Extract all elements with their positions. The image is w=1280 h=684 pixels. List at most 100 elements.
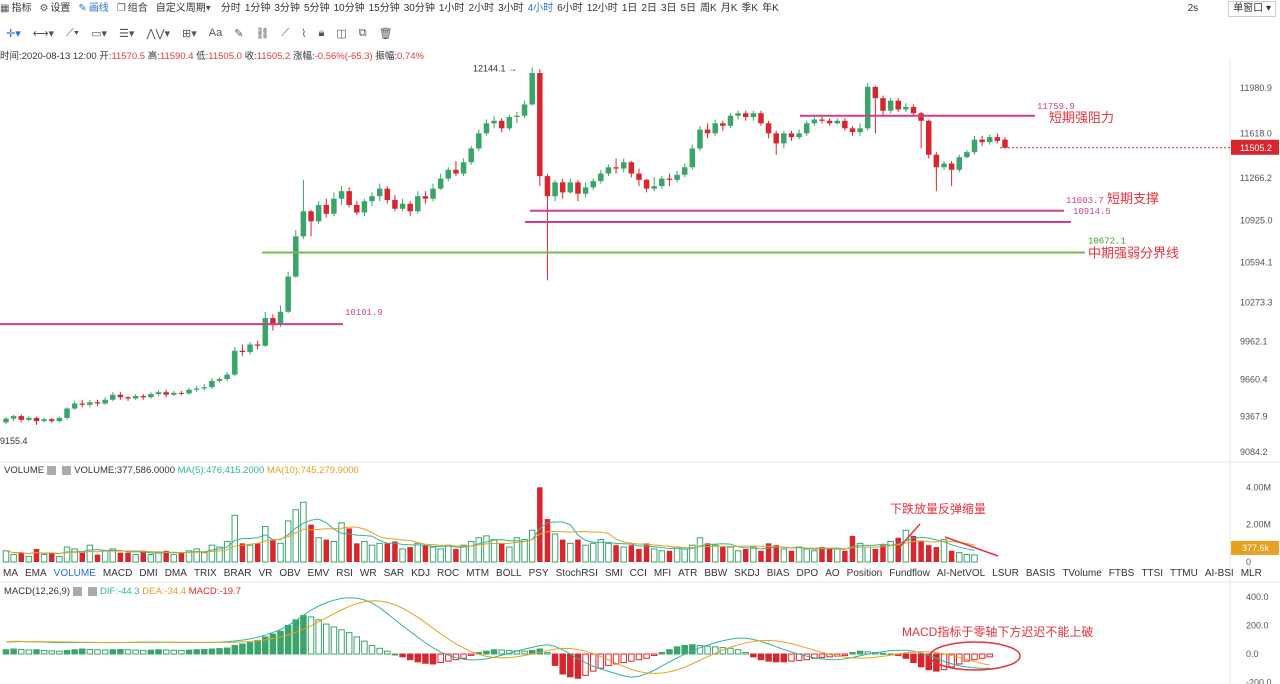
link-tool-icon[interactable]: ⛓ bbox=[255, 27, 270, 40]
indicator-tab-38[interactable]: AI-BSI bbox=[1204, 568, 1234, 579]
indicator-tab-7[interactable]: BRAR bbox=[223, 568, 252, 579]
indicator-tab-22[interactable]: MFI bbox=[653, 568, 672, 579]
period-3[interactable]: 5分钟 bbox=[303, 3, 330, 14]
period-4[interactable]: 10分钟 bbox=[333, 3, 365, 14]
indicator-tab-15[interactable]: ROC bbox=[437, 568, 460, 579]
period-5[interactable]: 15分钟 bbox=[368, 3, 400, 14]
indicator-tab-2[interactable]: VOLUME bbox=[53, 568, 96, 579]
period-19[interactable]: 季K bbox=[741, 3, 759, 14]
indicator-tab-10[interactable]: EMV bbox=[307, 568, 330, 579]
period-12[interactable]: 12小时 bbox=[586, 3, 618, 14]
period-1[interactable]: 1分钟 bbox=[244, 3, 271, 14]
indicator-tab-17[interactable]: BOLL bbox=[496, 568, 522, 579]
volume-close-icon[interactable] bbox=[62, 466, 72, 475]
volume-bar-113 bbox=[864, 546, 871, 563]
indicator-tab-9[interactable]: OBV bbox=[279, 568, 301, 579]
period-17[interactable]: 周K bbox=[700, 3, 717, 14]
volume-bar-77 bbox=[589, 542, 597, 563]
custom-period-dropdown[interactable]: 自定义周期 ▾ bbox=[156, 0, 213, 18]
period-18[interactable]: 月K bbox=[720, 3, 738, 14]
period-20[interactable]: 年K bbox=[762, 3, 779, 14]
indicator-tab-32[interactable]: LSUR bbox=[992, 568, 1019, 579]
text-tool-icon[interactable]: Aa bbox=[208, 27, 223, 39]
chevron-down-icon: ▾ bbox=[205, 3, 211, 14]
trash-icon[interactable]: 🗑︎ bbox=[378, 27, 393, 40]
period-7[interactable]: 1小时 bbox=[438, 3, 465, 14]
indicator-tab-36[interactable]: TTSI bbox=[1141, 568, 1164, 579]
brush-tool-icon[interactable]: ✎ bbox=[234, 27, 244, 40]
indicator-tab-27[interactable]: DPO bbox=[796, 568, 819, 579]
period-13[interactable]: 1日 bbox=[621, 3, 638, 14]
macd-close-icon[interactable] bbox=[88, 587, 97, 596]
refresh-interval[interactable]: 2s bbox=[1187, 3, 1199, 14]
top-right: 2s 单窗口 ▾ bbox=[1188, 0, 1276, 18]
draw-button[interactable]: ✎ 画线 bbox=[78, 0, 108, 18]
period-6[interactable]: 30分钟 bbox=[403, 3, 435, 14]
indicator-tab-37[interactable]: TTMU bbox=[1170, 568, 1198, 579]
indicator-tab-20[interactable]: SMI bbox=[604, 568, 623, 579]
indicator-tab-35[interactable]: FTBS bbox=[1108, 568, 1135, 579]
volume-bar-72 bbox=[551, 533, 559, 563]
line-tool-icon[interactable]: ⟷▾ bbox=[32, 27, 55, 40]
indicators-button[interactable]: ▦ 指标 bbox=[0, 0, 31, 18]
indicator-tab-12[interactable]: WR bbox=[359, 568, 377, 579]
magnet-tool-icon[interactable]: ⌇ bbox=[301, 27, 307, 40]
indicator-tab-34[interactable]: TVolume bbox=[1062, 568, 1102, 579]
volume-bar-94 bbox=[720, 547, 726, 562]
macd-settings-icon[interactable] bbox=[73, 587, 82, 596]
eye-tool-icon[interactable]: ◫ bbox=[336, 27, 347, 40]
period-15[interactable]: 3日 bbox=[660, 3, 677, 14]
combo-button[interactable]: ❐ 组合 bbox=[117, 0, 148, 18]
measure-tool-icon[interactable]: ⊞▾ bbox=[182, 27, 197, 40]
rectangle-tool-icon[interactable]: ▭▾ bbox=[91, 27, 108, 40]
period-2[interactable]: 3分钟 bbox=[274, 3, 300, 14]
volume-bar-36 bbox=[277, 542, 284, 563]
indicator-tab-13[interactable]: SAR bbox=[383, 568, 405, 579]
indicator-tab-33[interactable]: BASIS bbox=[1025, 568, 1056, 579]
indicator-tab-18[interactable]: PSY bbox=[528, 568, 549, 579]
indicator-tab-28[interactable]: AO bbox=[825, 568, 840, 579]
indicator-tab-23[interactable]: ATR bbox=[678, 568, 698, 579]
indicator-tab-6[interactable]: TRIX bbox=[193, 568, 217, 579]
ruler-tool-icon[interactable]: ⟋ bbox=[281, 26, 290, 39]
volume-bar-39 bbox=[300, 501, 307, 563]
indicator-tab-1[interactable]: EMA bbox=[25, 568, 47, 579]
indicator-tab-4[interactable]: DMI bbox=[139, 568, 158, 579]
lock-tool-icon[interactable]: 🔒︎ bbox=[318, 26, 325, 39]
indicator-tab-19[interactable]: StochRSI bbox=[555, 568, 598, 579]
volume-bar-44 bbox=[338, 522, 345, 563]
crosshair-tool-icon[interactable]: ✛▾ bbox=[6, 27, 21, 40]
period-10[interactable]: 4小时 bbox=[527, 3, 554, 14]
indicator-tab-39[interactable]: MLR bbox=[1240, 568, 1262, 579]
period-14[interactable]: 2日 bbox=[641, 3, 657, 14]
period-16[interactable]: 5日 bbox=[680, 3, 697, 14]
period-8[interactable]: 2小时 bbox=[468, 3, 494, 14]
indicator-tab-0[interactable]: MA bbox=[3, 568, 18, 579]
settings-button[interactable]: ⚙ 设置 bbox=[39, 0, 70, 18]
pattern-tool-icon[interactable]: ⋀⋁▾ bbox=[146, 27, 171, 40]
indicator-tab-26[interactable]: BIAS bbox=[766, 568, 790, 579]
period-9[interactable]: 3小时 bbox=[498, 3, 524, 14]
indicator-tab-24[interactable]: BBW bbox=[704, 568, 728, 579]
indicator-tab-3[interactable]: MACD bbox=[102, 568, 133, 579]
volume-settings-icon[interactable] bbox=[47, 466, 57, 475]
indicator-tab-16[interactable]: MTM bbox=[466, 568, 490, 579]
indicator-tab-29[interactable]: Position bbox=[846, 568, 883, 579]
indicator-tab-30[interactable]: Fundflow bbox=[889, 568, 930, 579]
layers-tool-icon[interactable]: ⧉ bbox=[358, 26, 367, 39]
period-0[interactable]: 分时 bbox=[220, 3, 241, 14]
indicator-tab-14[interactable]: KDJ bbox=[411, 568, 431, 579]
indicator-tab-11[interactable]: RSI bbox=[336, 568, 353, 579]
indicator-tab-21[interactable]: CCI bbox=[629, 568, 647, 579]
trendline-tool-icon[interactable]: ⟋▾ bbox=[66, 26, 80, 39]
indicator-tab-25[interactable]: SKDJ bbox=[734, 568, 760, 579]
indicator-tab-31[interactable]: AI-NetVOL bbox=[936, 568, 986, 579]
macd-tick-3: -200.0 bbox=[1246, 678, 1272, 684]
indicator-tab-5[interactable]: DMA bbox=[164, 568, 187, 579]
period-11[interactable]: 6小时 bbox=[557, 3, 583, 14]
layout-dropdown[interactable]: 单窗口 ▾ bbox=[1228, 1, 1276, 17]
fib-tool-icon[interactable]: ☰▾ bbox=[119, 27, 135, 40]
candle-body-50 bbox=[384, 188, 391, 200]
indicator-tab-8[interactable]: VR bbox=[258, 568, 273, 579]
